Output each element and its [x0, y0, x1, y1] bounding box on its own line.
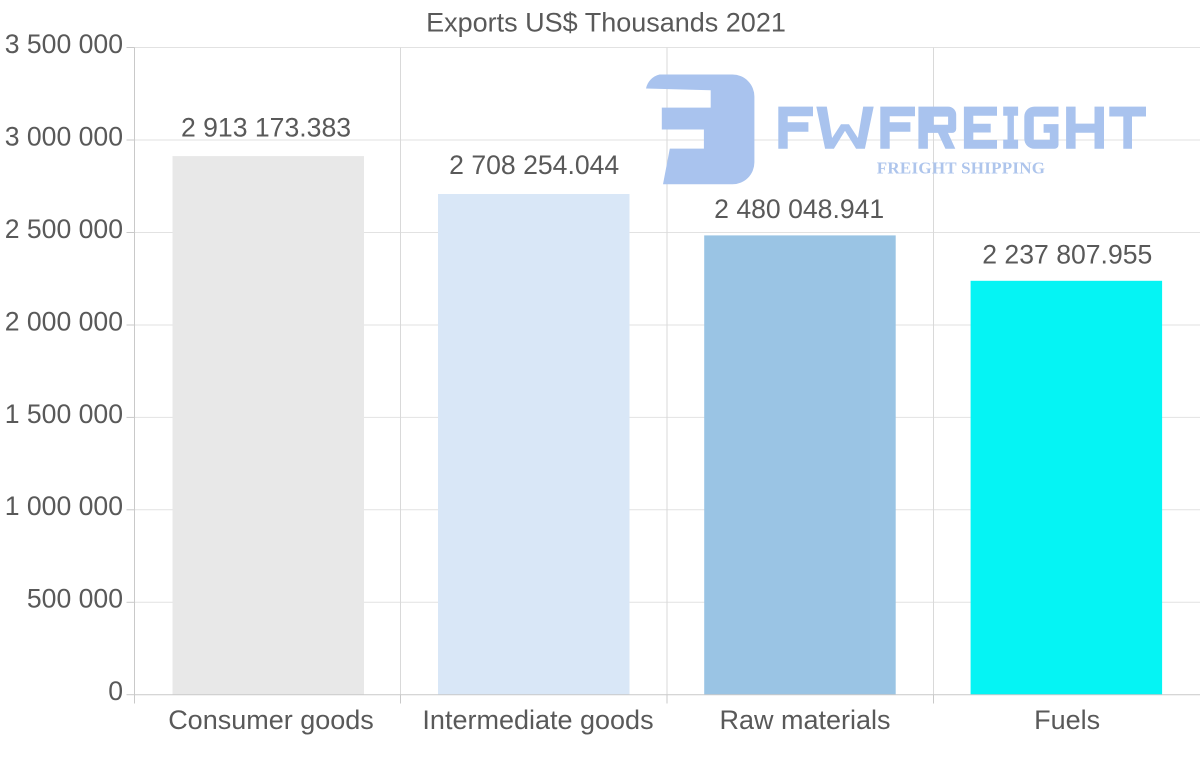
svg-text:500 000: 500 000	[27, 584, 123, 614]
svg-text:Raw materials: Raw materials	[719, 705, 890, 735]
svg-text:Consumer goods: Consumer goods	[168, 705, 374, 735]
svg-text:Fuels: Fuels	[1034, 705, 1100, 735]
svg-text:1 500 000: 1 500 000	[5, 399, 123, 429]
svg-text:2 913 173.383: 2 913 173.383	[181, 112, 351, 142]
svg-text:Exports US$ Thousands 2021: Exports US$ Thousands 2021	[426, 8, 786, 38]
svg-text:2 000 000: 2 000 000	[5, 306, 123, 336]
svg-text:2 500 000: 2 500 000	[5, 214, 123, 244]
svg-text:3 500 000: 3 500 000	[5, 29, 123, 59]
svg-text:2 237 807.955: 2 237 807.955	[982, 240, 1152, 270]
svg-text:2 480 048.941: 2 480 048.941	[714, 194, 884, 224]
svg-text:2 708 254.044: 2 708 254.044	[449, 150, 619, 180]
svg-text:3 000 000: 3 000 000	[5, 121, 123, 151]
svg-text:1 000 000: 1 000 000	[5, 491, 123, 521]
svg-text:FREIGHT SHIPPING: FREIGHT SHIPPING	[877, 159, 1046, 178]
svg-text:Intermediate goods: Intermediate goods	[422, 705, 653, 735]
svg-text:0: 0	[108, 676, 123, 706]
